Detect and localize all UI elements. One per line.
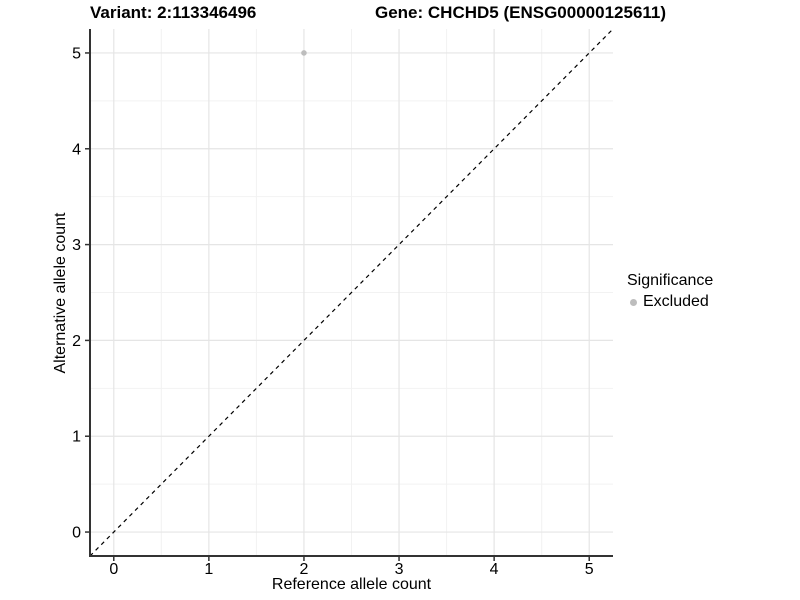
gene-title: Gene: CHCHD5 (ENSG00000125611) <box>375 3 667 22</box>
y-tick-label: 0 <box>72 525 81 542</box>
legend-item-label: Excluded <box>643 293 709 310</box>
y-tick-label: 4 <box>72 141 81 158</box>
x-tick-label: 2 <box>300 561 309 578</box>
y-tick-label: 3 <box>72 237 81 254</box>
axis-ticks <box>85 52 590 561</box>
identity-line-group <box>89 28 614 557</box>
legend: Significance Excluded <box>627 272 713 311</box>
y-tick-label: 5 <box>72 45 81 62</box>
major-gridlines <box>90 29 613 556</box>
minor-gridlines <box>90 29 613 556</box>
x-tick-label: 5 <box>585 561 594 578</box>
y-tick-label: 2 <box>72 333 81 350</box>
variant-title: Variant: 2:113346496 <box>90 3 257 22</box>
y-tick-label: 1 <box>72 429 81 446</box>
axis-lines <box>89 29 613 557</box>
data-point <box>301 50 307 56</box>
data-points <box>301 50 307 56</box>
x-tick-label: 4 <box>490 561 499 578</box>
tick-labels: 0 1 2 3 4 5 0 1 2 3 4 5 <box>72 45 594 578</box>
x-tick-label: 1 <box>204 561 213 578</box>
y-axis-title: Alternative allele count <box>52 212 69 374</box>
legend-point-swatch-icon <box>630 298 637 306</box>
identity-reference-line <box>89 28 614 557</box>
legend-item-excluded: Excluded <box>627 293 713 311</box>
x-axis-title: Reference allele count <box>271 576 432 593</box>
x-tick-label: 3 <box>395 561 404 578</box>
x-tick-label: 0 <box>109 561 118 578</box>
legend-title: Significance <box>627 272 714 289</box>
